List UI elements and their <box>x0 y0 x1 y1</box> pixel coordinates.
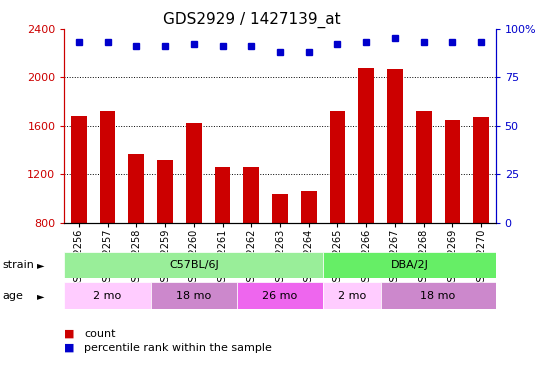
Text: 2 mo: 2 mo <box>338 291 366 301</box>
Bar <box>272 194 288 223</box>
Bar <box>186 123 202 223</box>
Text: percentile rank within the sample: percentile rank within the sample <box>84 343 272 353</box>
Bar <box>214 167 230 223</box>
Bar <box>416 111 432 223</box>
Bar <box>64 252 323 278</box>
Bar <box>100 111 115 223</box>
Text: ■: ■ <box>64 343 75 353</box>
Text: 2 mo: 2 mo <box>94 291 122 301</box>
Bar <box>445 120 460 223</box>
Bar <box>151 282 237 309</box>
Bar <box>473 117 489 223</box>
Bar <box>301 191 316 223</box>
Bar <box>387 69 403 223</box>
Bar <box>323 252 496 278</box>
Bar <box>358 68 374 223</box>
Bar <box>237 282 323 309</box>
Text: ►: ► <box>36 260 44 270</box>
Bar <box>71 116 87 223</box>
Text: 18 mo: 18 mo <box>421 291 456 301</box>
Text: count: count <box>84 329 115 339</box>
Text: strain: strain <box>3 260 35 270</box>
Text: 18 mo: 18 mo <box>176 291 211 301</box>
Bar <box>381 282 496 309</box>
Bar <box>330 111 346 223</box>
Bar <box>157 160 173 223</box>
Bar <box>128 154 144 223</box>
Text: ►: ► <box>36 291 44 301</box>
Bar <box>64 282 151 309</box>
Bar <box>244 167 259 223</box>
Text: C57BL/6J: C57BL/6J <box>169 260 218 270</box>
Bar <box>323 282 381 309</box>
Text: GDS2929 / 1427139_at: GDS2929 / 1427139_at <box>163 12 341 28</box>
Text: DBA/2J: DBA/2J <box>390 260 428 270</box>
Text: age: age <box>3 291 24 301</box>
Text: 26 mo: 26 mo <box>263 291 297 301</box>
Text: ■: ■ <box>64 329 75 339</box>
